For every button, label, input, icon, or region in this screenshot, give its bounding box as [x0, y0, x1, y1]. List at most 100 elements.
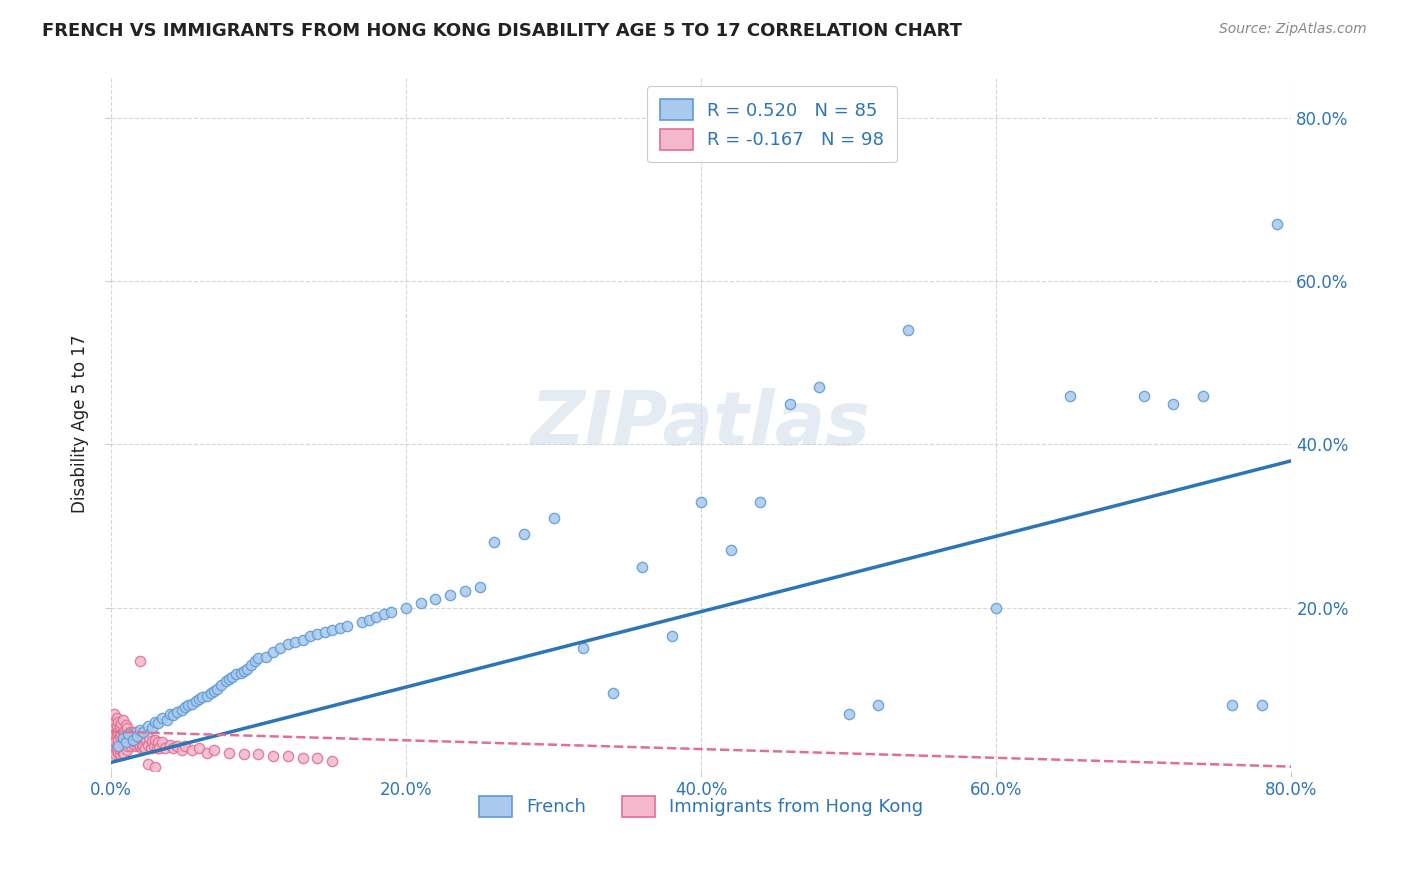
Point [291, 751, 314, 765]
Point [513, 527, 536, 541]
Point [409, 597, 432, 611]
Point [232, 664, 254, 678]
Point [395, 600, 418, 615]
Point [122, 724, 145, 739]
Y-axis label: Disability Age 5 to 17: Disability Age 5 to 17 [72, 334, 89, 513]
Point [321, 624, 343, 638]
Point [181, 697, 204, 711]
Point [108, 747, 131, 762]
Point [307, 751, 329, 765]
Point [105, 711, 128, 725]
Point [104, 747, 127, 762]
Point [136, 738, 159, 752]
Point [136, 757, 159, 772]
Point [107, 739, 129, 754]
Point [298, 629, 321, 643]
Point [114, 735, 136, 749]
Point [141, 734, 163, 748]
Point [105, 743, 128, 757]
Point [173, 700, 195, 714]
Point [284, 635, 307, 649]
Point [117, 739, 139, 754]
Point [146, 735, 169, 749]
Point [173, 739, 195, 754]
Point [188, 740, 211, 755]
Point [152, 711, 174, 725]
Point [897, 323, 920, 337]
Point [808, 380, 831, 394]
Point [129, 730, 152, 744]
Point [148, 740, 170, 755]
Point [143, 759, 166, 773]
Point [122, 732, 145, 747]
Point [104, 714, 127, 729]
Point [380, 605, 402, 619]
Point [108, 739, 131, 754]
Point [105, 727, 128, 741]
Point [170, 702, 193, 716]
Point [195, 689, 218, 703]
Point [1059, 388, 1081, 402]
Point [101, 739, 124, 754]
Point [225, 667, 247, 681]
Point [132, 739, 155, 754]
Point [631, 559, 654, 574]
Point [191, 690, 214, 705]
Point [720, 543, 742, 558]
Point [254, 649, 277, 664]
Point [115, 743, 138, 757]
Point [107, 724, 129, 739]
Point [262, 749, 284, 764]
Point [120, 729, 142, 743]
Point [132, 724, 155, 739]
Point [205, 682, 228, 697]
Point [117, 727, 139, 741]
Point [104, 739, 127, 754]
Point [143, 714, 166, 729]
Point [336, 618, 359, 632]
Point [307, 626, 329, 640]
Point [110, 738, 132, 752]
Point [454, 584, 477, 599]
Point [103, 706, 125, 721]
Point [277, 749, 299, 764]
Point [131, 740, 153, 755]
Point [143, 732, 166, 747]
Point [111, 731, 134, 745]
Point [156, 713, 179, 727]
Point [104, 735, 127, 749]
Point [110, 743, 132, 757]
Point [202, 743, 225, 757]
Point [235, 662, 257, 676]
Point [115, 721, 138, 735]
Point [218, 746, 240, 760]
Point [135, 732, 157, 747]
Point [114, 718, 136, 732]
Point [111, 724, 134, 739]
Point [366, 610, 388, 624]
Point [690, 494, 713, 508]
Point [439, 588, 461, 602]
Text: ZIPatlas: ZIPatlas [531, 387, 872, 460]
Point [103, 719, 125, 733]
Point [779, 397, 801, 411]
Point [129, 654, 152, 668]
Point [125, 724, 148, 739]
Point [162, 708, 184, 723]
Point [117, 730, 139, 744]
Point [240, 657, 263, 672]
Point [105, 739, 128, 754]
Point [221, 670, 243, 684]
Point [868, 698, 890, 713]
Point [357, 613, 380, 627]
Point [838, 706, 860, 721]
Point [247, 747, 270, 762]
Point [195, 746, 218, 760]
Point [152, 735, 174, 749]
Point [162, 740, 184, 755]
Point [314, 625, 336, 640]
Point [218, 673, 240, 687]
Point [543, 511, 565, 525]
Point [101, 714, 124, 729]
Point [115, 732, 138, 747]
